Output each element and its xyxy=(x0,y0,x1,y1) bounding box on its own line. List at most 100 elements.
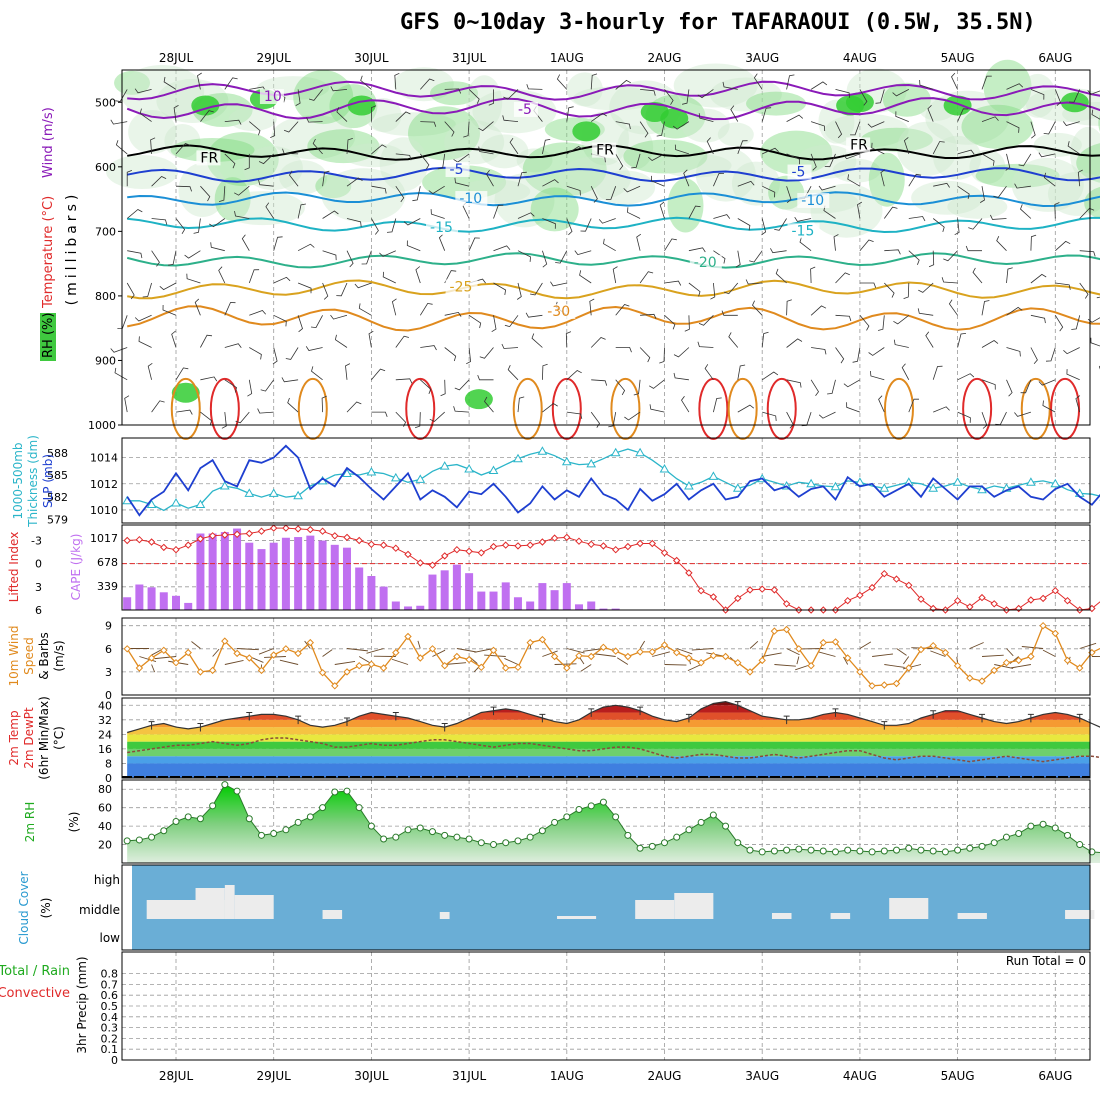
wind-barb xyxy=(151,400,165,413)
wind-barb xyxy=(134,314,152,322)
rh-shade-blob xyxy=(897,121,958,176)
wind-barb xyxy=(871,142,885,155)
wind-barb xyxy=(835,314,852,322)
wind-barb xyxy=(382,271,396,284)
rh-point xyxy=(624,831,632,839)
rh-point xyxy=(819,847,827,855)
isotherm-label: -5 xyxy=(518,102,532,118)
temperature-axis-label: Temperature (°C) xyxy=(41,196,56,309)
wind-barb xyxy=(615,121,631,130)
wind-barb xyxy=(110,347,128,353)
isotherm-label-bg xyxy=(846,137,871,153)
wind-barb xyxy=(468,314,482,329)
thickness-point xyxy=(293,490,303,500)
cape-bar xyxy=(428,574,437,610)
thickness-point xyxy=(488,465,499,474)
bottom-day-label: 30JUL xyxy=(354,1069,389,1083)
wind-barb xyxy=(463,121,470,138)
wind-barb xyxy=(965,245,982,252)
rh-point xyxy=(673,833,681,841)
rh-point xyxy=(807,846,815,854)
wind-barb xyxy=(786,338,803,348)
wind-barb xyxy=(801,411,812,427)
wind-speed-point xyxy=(636,648,644,656)
lifted-index-point xyxy=(770,586,779,594)
surface-wind-barb xyxy=(1079,642,1097,649)
wind-barb xyxy=(244,153,250,171)
cape-bar xyxy=(184,602,193,610)
wind-barb xyxy=(360,75,372,90)
thickness-point xyxy=(586,458,597,468)
wind-barb xyxy=(466,347,472,365)
wind-barb xyxy=(371,185,387,194)
lifted-index-point xyxy=(843,596,852,605)
lifted-index-point xyxy=(697,586,705,595)
wind-barb xyxy=(517,171,527,187)
wind-speed-point xyxy=(782,625,791,634)
wind-barb xyxy=(1030,121,1036,139)
rh-shade-blob xyxy=(566,72,603,107)
rh-shade-blob xyxy=(824,113,909,148)
wind-barb xyxy=(664,89,674,105)
temp-minmax-bar xyxy=(1076,713,1083,723)
wind-barb xyxy=(1054,202,1060,219)
rh-shade-blob xyxy=(617,125,654,170)
rh-point xyxy=(453,833,461,841)
wind-barb xyxy=(799,237,812,252)
cape-bar xyxy=(575,604,584,610)
wind-tick-label: 3 xyxy=(105,666,112,679)
temp-band xyxy=(127,756,1090,764)
cape-bar xyxy=(233,528,242,610)
pressure-tick-label: 800 xyxy=(95,290,116,303)
wind-barb xyxy=(186,273,201,284)
wind-barb xyxy=(115,89,128,102)
wind-barb xyxy=(968,218,983,230)
surface-wind-barb xyxy=(334,661,356,665)
wind-barb xyxy=(354,282,372,289)
wind-barb xyxy=(639,347,651,363)
surface-wind-barb xyxy=(594,653,616,657)
wind-barb xyxy=(919,79,934,90)
rh-point xyxy=(929,847,937,855)
wind-speed-point xyxy=(1014,656,1023,665)
wind-barb xyxy=(1020,379,1032,394)
wind-barb xyxy=(995,411,1007,426)
lifted-index-point xyxy=(282,524,290,532)
rh-shade-blob xyxy=(623,139,708,174)
cape-bar xyxy=(172,595,180,610)
wind-speed-point xyxy=(269,651,278,659)
rh-point xyxy=(270,829,278,837)
lifted-index-point xyxy=(343,533,351,542)
wind-barb xyxy=(640,89,656,96)
wind-barb xyxy=(590,73,598,90)
top-day-label: 30JUL xyxy=(354,51,389,65)
rh-legend-swatch xyxy=(40,313,56,361)
lifted-index-point xyxy=(526,541,534,549)
wind-speed-point xyxy=(685,654,693,662)
temp-minmax-bar xyxy=(734,701,741,710)
wind-barb xyxy=(996,236,1007,251)
wind-barb xyxy=(590,337,606,348)
panel-frame-upper xyxy=(121,69,1091,426)
rh-shade-blob xyxy=(164,124,201,158)
lifted-index-point xyxy=(514,542,522,550)
surface-wind-barb xyxy=(151,664,156,673)
wind-barb xyxy=(1096,296,1100,299)
isotherm-label-bg xyxy=(513,101,538,117)
wind-barb xyxy=(1006,379,1013,397)
wind-speed-point xyxy=(245,654,254,662)
lifted-index-point xyxy=(636,539,644,548)
wind-barb xyxy=(908,173,922,187)
lifted-index-point xyxy=(208,532,217,540)
wind-barb xyxy=(330,314,348,320)
wind-speed-point xyxy=(1002,658,1011,667)
wind-barb xyxy=(419,153,430,170)
wind-barb xyxy=(200,376,218,382)
wind-barb xyxy=(908,216,926,222)
rh-core-blob xyxy=(171,382,200,403)
wind-speed-point xyxy=(770,627,779,635)
cape-bar xyxy=(501,582,510,610)
top-day-label: 1AUG xyxy=(550,51,584,65)
wind-barb xyxy=(345,363,351,380)
wind-barb xyxy=(306,117,323,123)
